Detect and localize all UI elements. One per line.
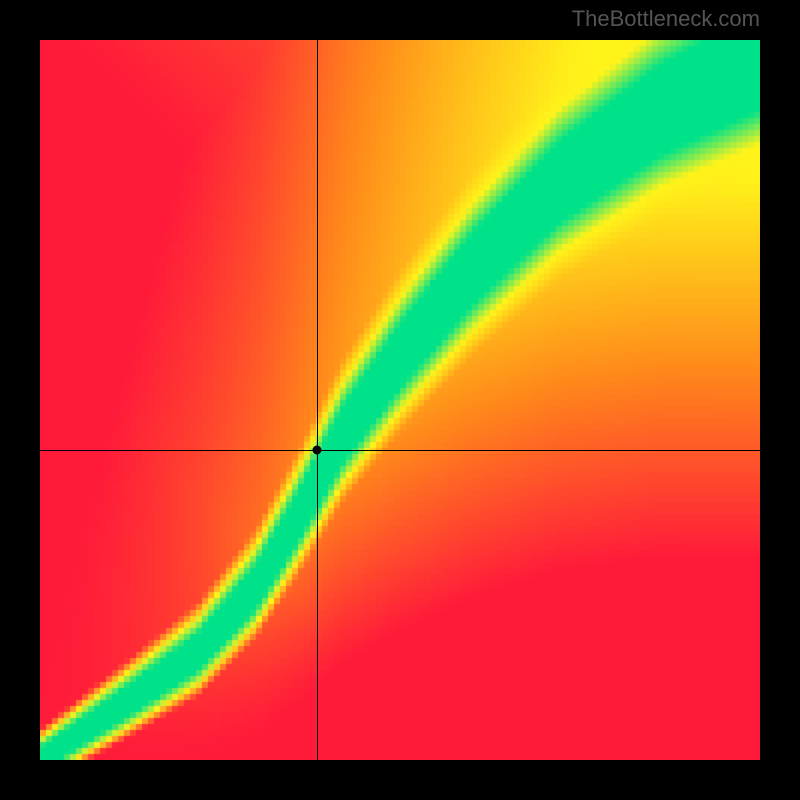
plot-area — [40, 40, 760, 760]
crosshair-horizontal — [40, 450, 760, 451]
crosshair-dot — [313, 446, 322, 455]
watermark-text: TheBottleneck.com — [572, 6, 760, 32]
crosshair-vertical — [317, 40, 318, 760]
heatmap-canvas — [40, 40, 760, 760]
